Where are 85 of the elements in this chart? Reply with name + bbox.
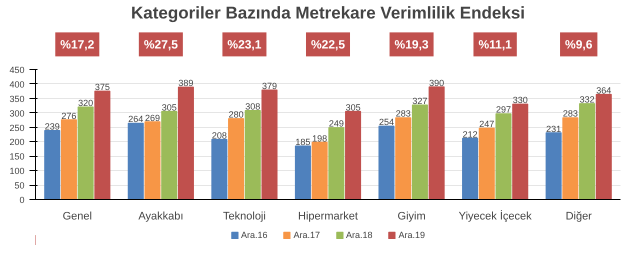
bar	[261, 90, 278, 200]
data-label: 254	[378, 117, 394, 128]
data-label: 364	[596, 85, 612, 96]
x-tick-label: Yiyecek İçecek	[458, 210, 532, 222]
data-label: 283	[396, 108, 411, 119]
data-label: 249	[328, 118, 344, 129]
data-label: 264	[128, 114, 144, 124]
bar	[44, 130, 60, 200]
text: %11,1	[478, 37, 512, 52]
bar	[211, 138, 228, 200]
legend-label: Ara.16	[240, 230, 268, 240]
chart-title: Kategoriler Bazında Metrekare Verimlilik Endeksi	[131, 4, 525, 22]
y-tick-label: 100	[9, 166, 25, 176]
x-tick-label: Hipermarket	[298, 210, 358, 222]
text: %22,5	[310, 37, 346, 52]
bar	[345, 110, 362, 200]
bar	[462, 138, 478, 200]
data-label: 330	[512, 95, 528, 106]
y-tick-label: 300	[9, 108, 25, 118]
bar	[228, 118, 244, 200]
data-label: 305	[346, 102, 361, 112]
data-label: 231	[546, 124, 562, 134]
data-label: 375	[94, 82, 110, 92]
x-tick-label: Genel	[62, 210, 92, 222]
bar	[562, 117, 578, 200]
y-tick-label: 450	[9, 65, 25, 75]
data-label: 389	[178, 78, 194, 88]
data-label: 185	[295, 137, 310, 148]
text: %27,5	[144, 37, 178, 52]
bar	[428, 86, 445, 200]
legend-label: Ara.17	[293, 230, 320, 240]
y-tick-label: 150	[9, 152, 25, 162]
data-label: 269	[144, 112, 160, 123]
legend-label: Ara.19	[398, 230, 426, 240]
bar	[378, 126, 395, 200]
bar	[161, 110, 178, 200]
y-tick-label: 0	[19, 195, 25, 205]
data-label: 276	[61, 110, 76, 121]
data-label: 327	[412, 96, 428, 106]
bar	[412, 104, 428, 200]
data-label: 198	[312, 133, 328, 144]
data-label: 297	[496, 104, 512, 115]
bar	[178, 86, 194, 200]
bar	[546, 132, 562, 200]
bar	[94, 90, 110, 200]
bar	[478, 128, 495, 200]
data-label: 239	[44, 121, 60, 132]
text: %23,1	[227, 37, 262, 52]
y-tick-label: 200	[9, 137, 25, 148]
data-label: 247	[479, 119, 494, 130]
bar	[78, 106, 94, 200]
text: %9,6	[565, 37, 593, 52]
data-label: 320	[78, 98, 94, 108]
data-label: 390	[429, 78, 444, 88]
bar	[495, 113, 512, 200]
bar	[128, 122, 144, 200]
text: %19,3	[394, 37, 429, 52]
x-tick-label: Diğer	[566, 210, 592, 222]
x-tick-label: Teknoloji	[223, 210, 266, 222]
data-label: 208	[212, 130, 227, 140]
y-tick-label: 350	[9, 94, 25, 104]
bar	[395, 117, 412, 200]
bar	[60, 119, 77, 200]
bar	[512, 104, 528, 200]
data-label: 332	[580, 94, 595, 105]
bar	[579, 103, 596, 200]
y-tick-label: 250	[9, 122, 25, 133]
data-label: 379	[262, 81, 278, 92]
data-label: 280	[228, 110, 244, 120]
y-tick-label: 400	[9, 79, 25, 90]
x-tick-label: Giyim	[398, 210, 426, 222]
bar	[294, 146, 311, 200]
x-tick-label: Ayakkabı	[138, 210, 184, 222]
bar	[312, 142, 328, 200]
bar	[596, 94, 612, 200]
data-label: 283	[562, 108, 578, 119]
legend-label: Ara.18	[346, 230, 373, 240]
bar	[328, 127, 344, 200]
data-label: 212	[462, 129, 478, 140]
data-label: 305	[162, 102, 177, 112]
data-label: 308	[245, 102, 260, 112]
bar	[144, 121, 161, 200]
text: %17,2	[60, 37, 95, 52]
bar	[244, 110, 261, 200]
y-tick-label: 50	[14, 180, 25, 191]
